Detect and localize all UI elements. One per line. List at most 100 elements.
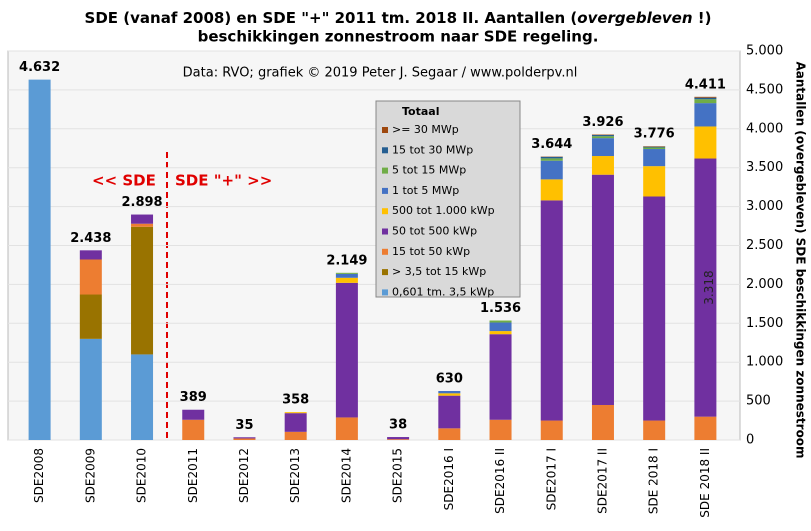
bar-segment	[591, 156, 614, 175]
bar-segment	[131, 214, 154, 224]
legend-label: 500 tot 1.000 kWp	[392, 204, 495, 217]
x-tick-label: SDE 2018 II	[698, 448, 712, 518]
bar-segment	[387, 439, 410, 440]
total-label: 2.898	[121, 195, 162, 210]
bar-segment	[233, 438, 256, 440]
bar-segment	[694, 97, 717, 100]
y-axis-label: Aantallen (overgebleven) SDE beschikking…	[794, 61, 808, 458]
x-tick-label: SDE 2018 I	[647, 448, 661, 514]
bar-segment	[182, 409, 205, 420]
bar-segment	[284, 431, 307, 440]
legend-swatch	[382, 187, 388, 194]
bar-segment	[233, 437, 256, 439]
x-tick-label: SDE2016 II	[493, 448, 507, 514]
legend-label: 0,601 tm. 3,5 kWp	[392, 285, 494, 298]
y-tick-label: 0	[746, 433, 754, 448]
legend-label: 50 tot 500 kWp	[392, 225, 477, 238]
bar-segment	[79, 338, 102, 440]
x-tick-label: SDE2017 I	[544, 448, 558, 510]
y-tick-label: 3.000	[746, 199, 783, 214]
x-tick-label: SDE2013	[288, 448, 302, 503]
bar-segment	[591, 174, 614, 405]
bar-segment	[131, 354, 154, 440]
total-label: 4.632	[19, 60, 60, 75]
total-label: 2.438	[70, 231, 111, 246]
y-tick-label: 1.500	[746, 316, 783, 331]
bar-segment	[79, 294, 102, 339]
bar-segment	[540, 179, 563, 201]
y-tick-label: 4.500	[746, 82, 783, 97]
bar-segment	[335, 417, 358, 440]
bar-segment	[335, 272, 358, 274]
bar-segment	[591, 404, 614, 440]
bar-segment	[335, 282, 358, 418]
total-label: 2.149	[326, 253, 367, 268]
total-label: 1.536	[480, 301, 521, 316]
annotation: SDE "+" >>	[175, 172, 272, 190]
legend-label: 15 tot 50 kWp	[392, 245, 470, 258]
legend-title: Totaal	[402, 105, 439, 118]
total-label: 630	[436, 371, 463, 386]
total-label: 389	[180, 390, 207, 405]
x-tick-label: SDE2014	[339, 448, 353, 503]
legend-label: 15 tot 30 MWp	[392, 143, 473, 156]
total-label: 3.926	[582, 115, 623, 130]
total-label: 358	[282, 393, 309, 408]
chart-title: SDE (vanaf 2008) en SDE "+" 2011 tm. 201…	[85, 9, 712, 27]
y-tick-label: 2.500	[746, 238, 783, 253]
x-tick-label: SDE2015	[391, 448, 405, 503]
total-label: 3.644	[531, 137, 572, 152]
legend-swatch	[382, 269, 388, 276]
legend-swatch	[382, 289, 388, 296]
bar-segment	[540, 160, 563, 180]
bar-segment	[694, 99, 717, 104]
grid	[8, 50, 740, 441]
chart-title: beschikkingen zonnestroom naar SDE regel…	[198, 28, 599, 46]
x-tick-label: SDE2011	[186, 448, 200, 503]
y-tick-label: 4.000	[746, 121, 783, 136]
bar-segment	[387, 437, 410, 440]
x-tick-label: SDE2008	[32, 448, 46, 503]
y-tick-label: 1.000	[746, 355, 783, 370]
bar-segment	[643, 146, 666, 148]
total-label: 3.776	[634, 127, 675, 142]
bar-segment	[694, 103, 717, 127]
bar-segment	[489, 419, 512, 440]
bar-segment	[540, 200, 563, 421]
y-tick-label: 5.000	[746, 44, 783, 59]
annotation: << SDE	[92, 172, 156, 190]
bar-segment	[79, 259, 102, 295]
bar-segment	[694, 158, 717, 417]
total-label: 35	[235, 418, 253, 433]
x-tick-label: SDE2017 II	[595, 448, 609, 514]
bar-segment	[540, 420, 563, 440]
bar-segment	[182, 419, 205, 440]
bar-segment	[540, 158, 563, 161]
bar-segment	[591, 138, 614, 157]
bar-segment	[28, 79, 51, 440]
bar-segment	[284, 413, 307, 432]
bar-segment	[131, 223, 154, 227]
source: Data: RVO; grafiek © 2019 Peter J. Segaa…	[183, 66, 578, 81]
y-tick-label: 3.500	[746, 160, 783, 175]
legend-box	[375, 100, 521, 298]
legend-swatch	[382, 167, 388, 174]
data-label: 3.318	[702, 270, 716, 304]
bar-segment	[438, 395, 461, 429]
bar-segment	[489, 322, 512, 332]
legend-label: >= 30 MWp	[392, 123, 459, 136]
bar-segment	[694, 96, 717, 98]
legend-swatch	[382, 228, 388, 235]
legend-swatch	[382, 147, 388, 154]
legend-swatch	[382, 248, 388, 255]
x-tick-label: SDE2012	[237, 448, 251, 503]
x-tick-label: SDE2016 I	[442, 448, 456, 510]
bar-segment	[335, 273, 358, 278]
bar-segment	[489, 320, 512, 323]
bar-segment	[694, 416, 717, 440]
bar-segment	[643, 149, 666, 167]
bar-segment	[489, 331, 512, 335]
bar-segment	[643, 166, 666, 197]
legend-label: > 3,5 tot 15 kWp	[392, 265, 486, 278]
